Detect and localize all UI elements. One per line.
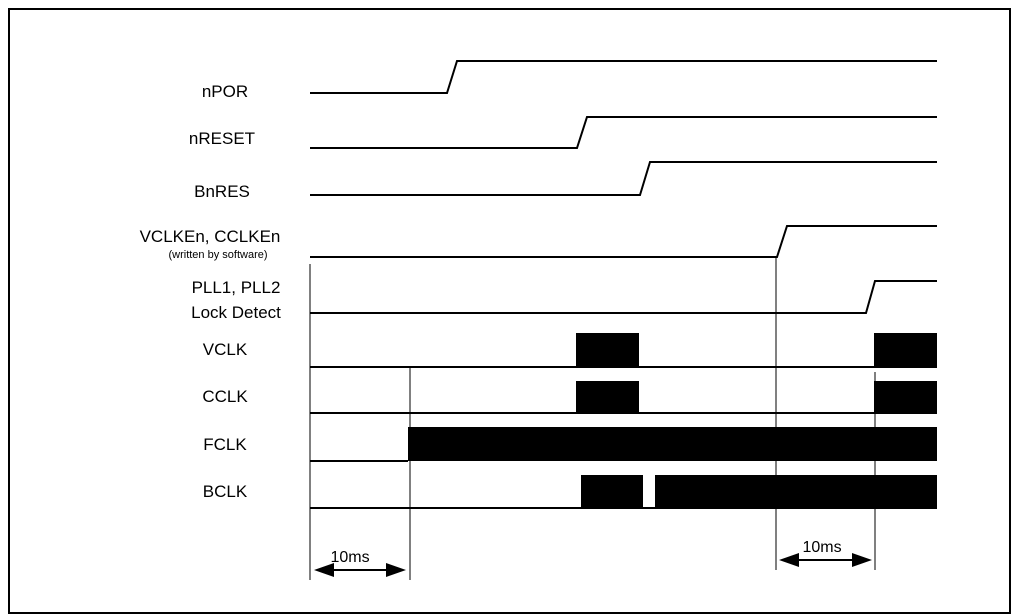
label-nreset: nRESET (189, 129, 255, 148)
label-pll-lock: Lock Detect (191, 303, 281, 322)
dimension-left (314, 563, 406, 577)
label-npor: nPOR (202, 82, 248, 101)
label-pll: PLL1, PLL2 (192, 278, 281, 297)
wave-nreset (310, 116, 937, 149)
dim-right-arrow-right-icon (852, 553, 872, 567)
diagram-border (8, 8, 1011, 614)
vclk-burst-1 (576, 333, 639, 367)
label-bnres: BnRES (194, 182, 250, 201)
bclk-burst-1 (581, 475, 643, 508)
label-vclk: VCLK (203, 340, 248, 359)
wave-vclken (310, 225, 937, 258)
label-fclk: FCLK (203, 435, 247, 454)
cclk-burst-2 (874, 381, 937, 413)
dimension-right (779, 553, 872, 567)
vclk-burst-2 (874, 333, 937, 367)
label-vclken: VCLKEn, CCLKEn (140, 227, 281, 246)
dim-right-arrow-left-icon (779, 553, 799, 567)
fclk-running (408, 427, 937, 461)
cclk-burst-1 (576, 381, 639, 413)
clock-blocks (408, 333, 937, 508)
wave-bnres (310, 161, 937, 196)
dim-left-label: 10ms (330, 549, 369, 566)
reference-lines (309, 258, 876, 580)
dim-left-arrow-left-icon (314, 563, 334, 577)
dim-right-label: 10ms (802, 539, 841, 556)
label-bclk: BCLK (203, 482, 248, 501)
bclk-running (655, 475, 937, 508)
label-cclk: CCLK (202, 387, 248, 406)
wave-npor (310, 60, 937, 94)
wave-pll (310, 280, 937, 314)
note-vclken: (written by software) (168, 249, 267, 261)
dim-left-arrow-right-icon (386, 563, 406, 577)
